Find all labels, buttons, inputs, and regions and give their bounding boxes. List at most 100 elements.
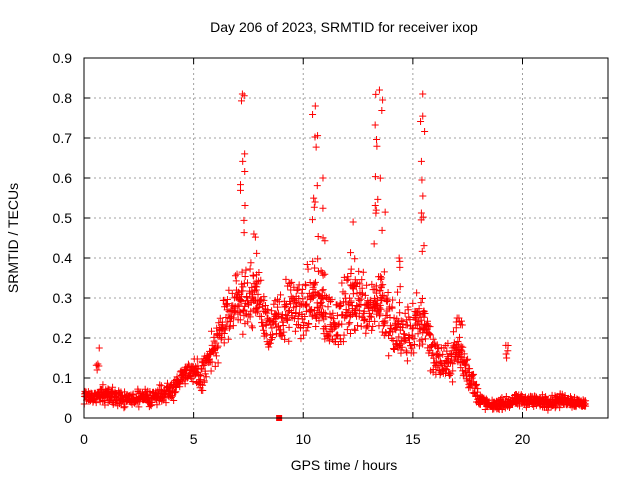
data-point [250,272,258,280]
x-tick-label: 5 [190,431,198,447]
data-point [346,319,354,327]
data-point [199,361,207,369]
data-point [309,291,317,299]
data-point [338,320,346,328]
data-point [161,394,169,402]
data-point [291,327,299,335]
data-point [322,313,330,321]
data-point [395,254,403,262]
data-point [379,96,387,104]
data-point [379,281,387,289]
data-point [170,396,178,404]
data-point [404,306,412,314]
data-point [257,313,265,321]
data-point [264,306,272,314]
data-point [319,234,327,242]
data-point [402,347,410,355]
data-point [312,143,320,151]
data-point [250,230,258,238]
data-point [305,319,313,327]
data-point [239,157,247,165]
data-point [248,294,256,302]
data-point [347,311,355,319]
data-point [104,385,112,393]
y-tick-label: 0.5 [53,210,73,226]
data-point [420,307,428,315]
data-point [117,391,125,399]
data-point [248,283,256,291]
data-point [384,289,392,297]
data-point [346,294,354,302]
data-point [121,388,129,396]
data-point [418,247,426,255]
data-point [350,325,358,333]
data-point [274,303,282,311]
y-axis-label: SRMTID / TECUs [5,183,21,293]
data-point [456,333,464,341]
data-point [281,335,289,343]
data-point [294,312,302,320]
data-point [224,300,232,308]
data-point [121,403,129,411]
data-point [409,299,417,307]
data-point [319,286,327,294]
data-point [371,285,379,293]
data-point [312,322,320,330]
data-point [314,132,322,140]
data-point [231,306,239,314]
data-point [419,112,427,120]
data-point [284,316,292,324]
data-point [347,269,355,277]
data-point [266,339,274,347]
data-point [459,367,467,375]
data-point [241,150,249,158]
data-point [478,394,486,402]
data-point [237,97,245,105]
data-point [373,142,381,150]
y-tick-label: 0.1 [53,370,73,386]
data-point [229,322,237,330]
data-point [285,337,293,345]
data-point [435,352,443,360]
data-point [328,296,336,304]
data-point [181,380,189,388]
y-tick-label: 0.9 [53,50,73,66]
data-point [282,301,290,309]
data-point [417,299,425,307]
y-tick-label: 0 [64,410,72,426]
data-point [339,338,347,346]
data-point [408,325,416,333]
data-point [284,307,292,315]
data-point [237,181,245,189]
data-point [419,192,427,200]
data-point [421,335,429,343]
data-point [425,322,433,330]
data-point [285,323,293,331]
data-point [367,296,375,304]
data-point [211,349,219,357]
data-point [246,265,254,273]
data-point [216,314,224,322]
data-point [371,302,379,310]
data-point [241,320,249,328]
data-point [238,268,246,276]
data-point [504,347,512,355]
x-tick-label: 0 [80,431,88,447]
plot-frame [83,57,609,419]
data-point [401,309,409,317]
data-point [241,273,249,281]
data-point [241,202,249,210]
data-point [282,302,290,310]
data-point [93,366,101,374]
data-point [240,92,248,100]
data-point [473,380,481,388]
data-point [355,296,363,304]
data-point [461,361,469,369]
data-point [304,323,312,331]
data-point [201,370,209,378]
data-point [142,392,150,400]
data-point [199,387,207,395]
data-point [378,107,386,115]
data-point [381,208,389,216]
data-point [395,299,403,307]
